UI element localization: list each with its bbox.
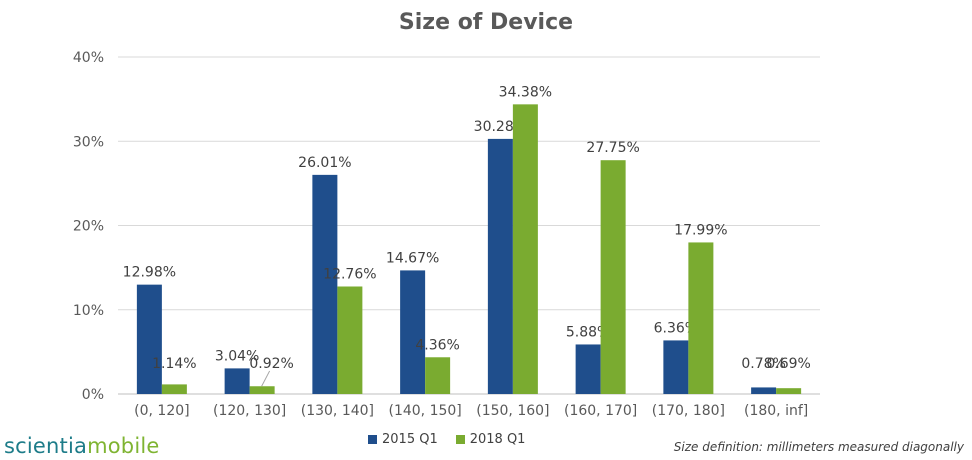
scientiamobile-logo: scientiamobile [4,434,160,458]
bar-series-1 [487,138,513,394]
bar-series-2 [161,384,187,394]
bar-series-1 [136,284,162,394]
logo-text-part-2: mobile [87,434,160,458]
data-label-leader-line [261,370,271,387]
data-label: 27.75% [586,140,639,156]
bar-series-1 [400,270,426,394]
data-label: 0.69% [766,356,810,372]
data-label: 0.92% [249,356,293,372]
legend-item-series-2: 2018 Q1 [455,432,526,447]
data-label: 12.98% [123,265,176,281]
x-tick-label: (140, 150] [388,403,461,419]
bar-series-2 [425,357,451,394]
bar-series-2 [512,104,538,394]
logo-text-part-1: scientia [4,434,88,458]
bar-series-2 [337,286,363,394]
bar-series-1 [312,174,338,394]
y-tick-label: 40% [73,50,104,66]
x-tick-label: (130, 140] [301,403,374,419]
data-label: 6.36% [654,320,698,336]
legend-item-series-1: 2015 Q1 [368,432,438,447]
y-tick-label: 10% [73,303,104,319]
data-label: 34.38% [499,84,552,100]
y-tick-label: 20% [73,219,104,235]
chart-title: Size of Device [398,10,574,35]
data-label: 4.36% [415,337,459,353]
x-tick-label: (180, inf] [744,403,808,419]
legend-swatch-series-1 [368,435,377,444]
bar-series-2 [249,386,275,394]
bar-series-1 [751,387,777,394]
x-tick-label: (160, 170] [564,403,637,419]
data-label: 5.88% [566,324,610,340]
data-label: 3.04% [215,348,259,364]
y-tick-label: 30% [73,134,104,150]
bar-series-1 [224,368,250,394]
x-tick-label: (120, 130] [213,403,286,419]
legend-label-series-2: 2018 Q1 [469,432,526,447]
x-tick-label: (150, 160] [476,403,549,419]
data-label: 14.67% [386,250,439,266]
bar-series-2 [776,388,802,394]
data-label: 12.76% [323,266,376,282]
bar-series-1 [663,340,689,394]
legend-label-series-1: 2015 Q1 [382,432,438,447]
data-label: 26.01% [298,155,351,171]
x-tick-label: (0, 120] [134,403,189,419]
x-tick-label: (170, 180] [652,403,725,419]
legend: 2015 Q1 2018 Q1 [368,432,525,447]
bar-series-2 [688,242,714,394]
data-label: 0.78% [741,356,785,372]
bar-series-2 [600,160,626,394]
data-label: 1.14% [152,356,196,372]
data-label: 17.99% [674,222,727,238]
y-tick-label: 0% [82,387,104,403]
size-definition-note: Size definition: millimeters measured di… [673,440,964,454]
legend-swatch-series-2 [455,435,465,444]
bar-series-1 [575,344,601,394]
